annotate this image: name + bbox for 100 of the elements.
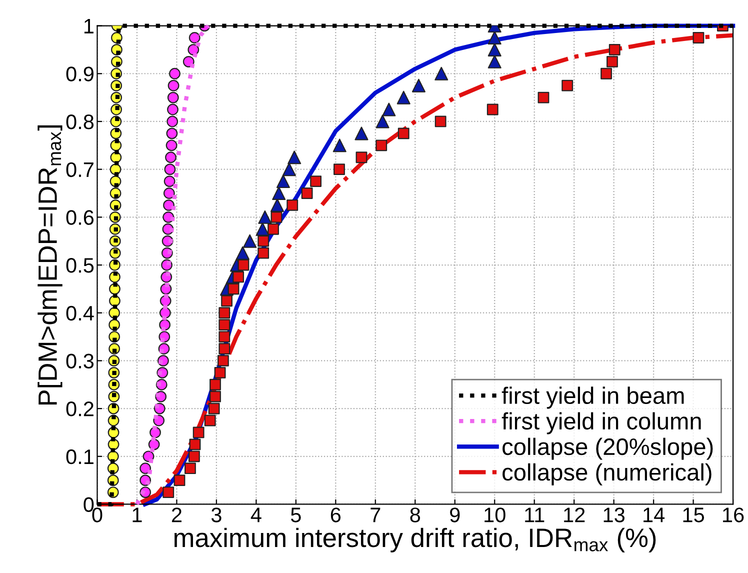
x-tick-label: 1 — [132, 508, 142, 522]
x-tick-label: 2 — [172, 508, 182, 522]
x-tick-label: 3 — [211, 508, 222, 522]
point — [606, 56, 618, 68]
point — [488, 54, 502, 68]
y-tick-label: 0 — [84, 497, 94, 512]
point — [166, 116, 178, 128]
y-tick-label: 0.4 — [66, 306, 94, 321]
x-tick-label: 9 — [450, 508, 460, 522]
point — [562, 80, 574, 92]
point — [169, 68, 180, 80]
point — [188, 450, 200, 462]
point — [188, 32, 200, 44]
point — [692, 32, 704, 44]
point — [376, 140, 388, 152]
point — [332, 138, 346, 152]
point — [238, 259, 250, 271]
point — [210, 390, 221, 402]
legend-label: first yield in column — [502, 412, 701, 434]
x-tick-label: 4 — [250, 508, 262, 522]
point — [218, 319, 230, 331]
point — [164, 176, 176, 187]
point — [258, 247, 270, 259]
point — [163, 188, 175, 199]
point — [166, 140, 178, 152]
y-tick-label: 0.7 — [66, 162, 94, 178]
point — [301, 188, 313, 199]
y-tick-label: 0.1 — [66, 449, 94, 464]
point — [174, 474, 186, 486]
point — [166, 128, 178, 140]
point — [382, 102, 396, 116]
point — [236, 246, 250, 260]
point — [218, 355, 229, 366]
point — [608, 44, 620, 56]
point — [189, 438, 201, 450]
point — [268, 223, 279, 235]
point — [356, 152, 368, 164]
point — [486, 104, 498, 116]
point — [376, 114, 390, 128]
point — [256, 222, 270, 236]
point — [163, 200, 174, 211]
x-tick-label: 11 — [525, 508, 544, 522]
point — [218, 331, 230, 342]
point — [286, 200, 298, 211]
x-tick-label: 6 — [330, 508, 341, 522]
point — [192, 426, 204, 438]
point — [398, 128, 410, 140]
point — [334, 164, 345, 176]
y-tick-label: 0.9 — [66, 66, 94, 82]
point — [214, 366, 226, 378]
point — [434, 66, 448, 80]
point — [258, 235, 270, 247]
point — [165, 152, 176, 164]
point — [167, 104, 178, 116]
x-tick-label: 16 — [723, 508, 744, 522]
point — [218, 307, 230, 319]
point — [538, 92, 550, 104]
point — [270, 211, 282, 223]
y-tick-label: 0.2 — [66, 402, 94, 416]
y-tick-label: 1 — [84, 19, 94, 34]
line-series — [134, 24, 211, 506]
point — [354, 126, 368, 140]
point — [272, 186, 286, 200]
point — [396, 90, 410, 104]
legend-label: collapse (20%slope) — [502, 438, 713, 460]
y-tick-label: 0.6 — [66, 210, 94, 225]
point — [282, 162, 296, 176]
x-tick-label: 14 — [644, 508, 665, 522]
y-tick-label: 0.5 — [66, 258, 94, 273]
y-tick-label: 0.8 — [66, 114, 94, 130]
x-tick-label: 13 — [604, 508, 624, 522]
point — [600, 68, 612, 80]
point — [164, 164, 176, 176]
point — [210, 378, 221, 390]
x-tick-label: 5 — [290, 508, 301, 522]
x-axis-title: maximum interstory drift ratio, IDR$_{max}$ (%) — [174, 528, 656, 552]
point — [228, 283, 240, 295]
point — [488, 42, 502, 56]
point — [162, 486, 174, 498]
point — [208, 402, 220, 414]
point — [204, 414, 216, 426]
point — [310, 176, 322, 187]
point — [168, 80, 180, 92]
point — [140, 462, 152, 474]
point — [182, 56, 194, 68]
x-tick-label: 8 — [410, 508, 420, 522]
x-tick-label: 10 — [484, 508, 506, 522]
x-tick-label: 12 — [564, 508, 585, 522]
point — [232, 271, 244, 283]
point — [434, 116, 446, 128]
point — [243, 234, 257, 248]
point — [270, 198, 284, 212]
point — [218, 343, 230, 354]
point — [184, 462, 196, 474]
legend-label: first yield in beam — [502, 386, 684, 409]
y-axis-title: P[DM>dm|EDP=IDR$_{max}$] — [38, 125, 62, 405]
x-tick-label: 7 — [370, 508, 380, 522]
point — [412, 78, 426, 92]
point — [188, 44, 200, 56]
point — [288, 150, 302, 164]
